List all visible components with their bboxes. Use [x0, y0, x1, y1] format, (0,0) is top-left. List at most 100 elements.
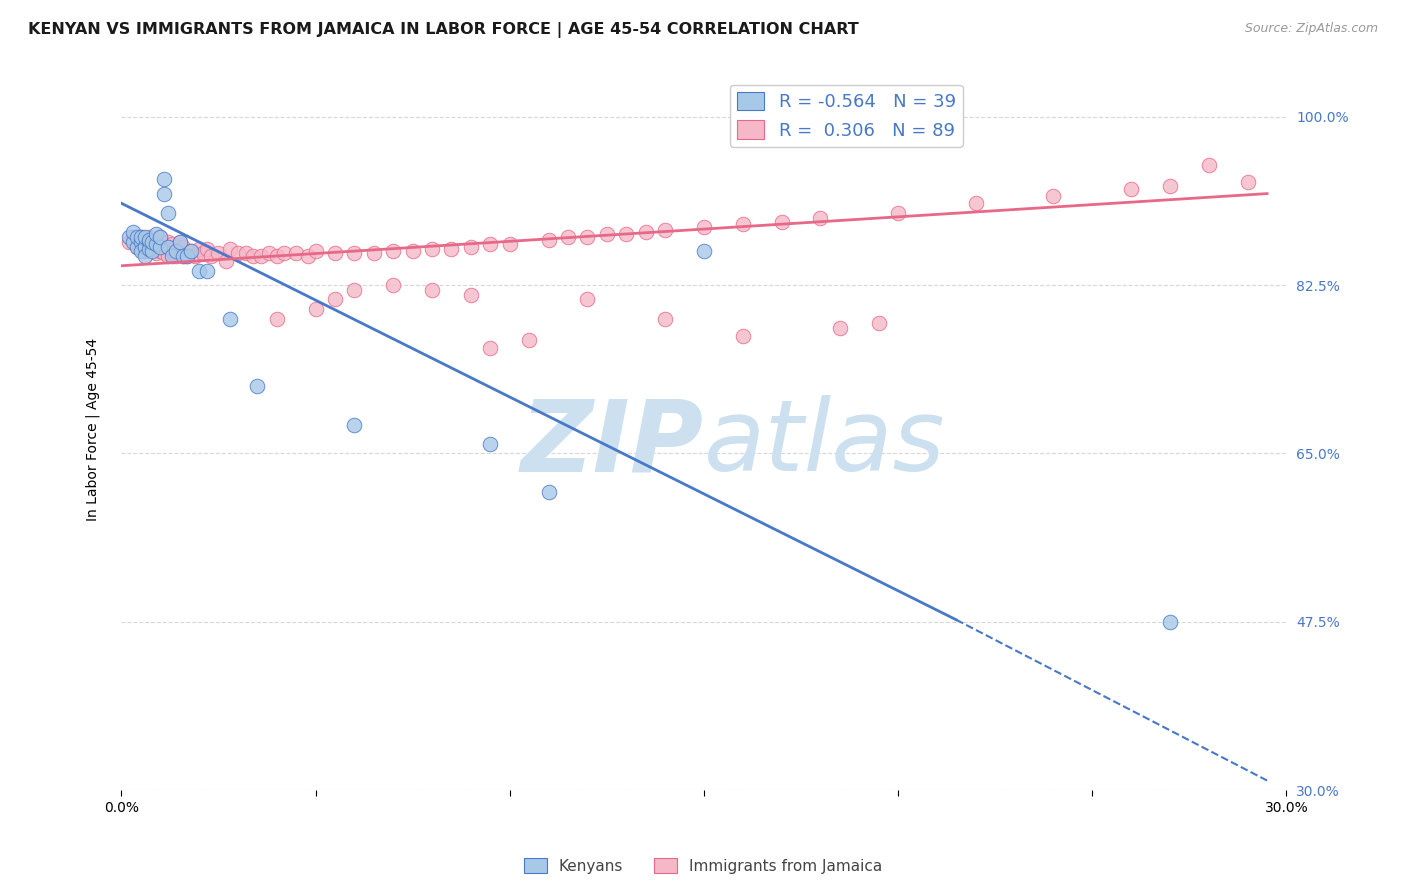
Point [180, 244, 202, 259]
Point [145, 236, 167, 251]
Point [576, 230, 599, 244]
Point [440, 243, 463, 257]
Point [129, 235, 152, 249]
Point [153, 186, 176, 201]
Point [153, 236, 176, 251]
Point [266, 249, 288, 263]
Point [219, 243, 242, 257]
Point [195, 263, 218, 277]
Point [770, 215, 793, 229]
Point [343, 417, 366, 432]
Point [479, 236, 502, 251]
Point [1119, 182, 1142, 196]
Point [654, 311, 676, 326]
Point [257, 246, 280, 260]
Point [810, 211, 832, 225]
Point [122, 225, 145, 239]
Point [246, 379, 269, 393]
Point [235, 246, 257, 260]
Text: atlas: atlas [704, 395, 945, 492]
Point [596, 227, 619, 241]
Point [156, 235, 179, 249]
Point [200, 249, 222, 263]
Point [215, 254, 238, 268]
Point [165, 244, 187, 259]
Point [122, 235, 145, 249]
Point [169, 235, 191, 249]
Point [176, 249, 198, 263]
Point [122, 230, 145, 244]
Point [343, 246, 366, 260]
Legend: R = -0.564   N = 39, R =  0.306   N = 89: R = -0.564 N = 39, R = 0.306 N = 89 [730, 85, 963, 147]
Point [479, 341, 502, 355]
Point [134, 249, 156, 263]
Point [138, 230, 160, 244]
Point [138, 239, 160, 253]
Point [188, 263, 211, 277]
Point [156, 206, 179, 220]
Point [118, 235, 141, 249]
Point [149, 239, 172, 253]
Point [160, 236, 183, 251]
Point [273, 246, 295, 260]
Point [828, 321, 851, 335]
Point [153, 246, 176, 260]
Point [149, 244, 172, 259]
Point [191, 246, 214, 260]
Point [304, 301, 326, 316]
Point [731, 218, 754, 232]
Point [693, 220, 716, 235]
Text: ZIP: ZIP [520, 395, 704, 492]
Point [207, 246, 229, 260]
Point [149, 230, 172, 244]
Text: KENYAN VS IMMIGRANTS FROM JAMAICA IN LABOR FORCE | AGE 45-54 CORRELATION CHART: KENYAN VS IMMIGRANTS FROM JAMAICA IN LAB… [28, 22, 859, 38]
Point [226, 246, 249, 260]
Point [129, 230, 152, 244]
Point [343, 283, 366, 297]
Point [141, 243, 163, 257]
Point [134, 244, 156, 259]
Point [382, 244, 405, 259]
Legend: Kenyans, Immigrants from Jamaica: Kenyans, Immigrants from Jamaica [517, 852, 889, 880]
Point [165, 239, 187, 253]
Point [172, 249, 194, 263]
Point [165, 249, 187, 263]
Point [129, 230, 152, 244]
Point [125, 239, 148, 253]
Point [242, 249, 264, 263]
Point [145, 236, 167, 251]
Point [153, 172, 176, 186]
Point [138, 235, 160, 249]
Point [420, 283, 443, 297]
Point [1042, 188, 1064, 202]
Point [219, 311, 242, 326]
Point [180, 244, 202, 259]
Point [156, 249, 179, 263]
Point [382, 278, 405, 293]
Point [363, 246, 385, 260]
Point [420, 243, 443, 257]
Point [323, 293, 346, 307]
Point [576, 293, 599, 307]
Point [145, 246, 167, 260]
Point [250, 249, 273, 263]
Point [176, 249, 198, 263]
Point [129, 239, 152, 253]
Point [614, 227, 637, 241]
Point [156, 239, 179, 253]
Point [188, 243, 211, 257]
Point [134, 235, 156, 249]
Point [184, 249, 207, 263]
Point [169, 246, 191, 260]
Point [323, 246, 346, 260]
Point [169, 235, 191, 249]
Point [693, 244, 716, 259]
Point [145, 227, 167, 241]
Point [1159, 178, 1181, 193]
Point [297, 249, 319, 263]
Point [149, 230, 172, 244]
Point [138, 233, 160, 247]
Point [141, 244, 163, 259]
Point [401, 244, 423, 259]
Text: Source: ZipAtlas.com: Source: ZipAtlas.com [1244, 22, 1378, 36]
